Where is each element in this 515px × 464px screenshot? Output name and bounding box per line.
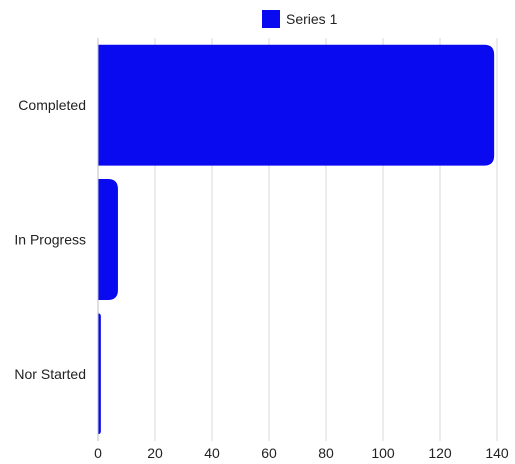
bar-nor-started — [98, 313, 101, 435]
x-tick-label-40: 40 — [204, 445, 220, 461]
bar-completed — [98, 44, 495, 166]
legend: Series 1 — [262, 10, 338, 28]
legend-swatch-series-1 — [262, 10, 280, 28]
x-tick-label-20: 20 — [147, 445, 163, 461]
x-tick-label-100: 100 — [371, 445, 395, 461]
x-tick-label-80: 80 — [318, 445, 334, 461]
x-tick-label-120: 120 — [428, 445, 452, 461]
axes: 0 20 40 60 80 100 120 140 Completed In Progress No… — [14, 38, 509, 461]
bars — [98, 44, 495, 435]
x-tick-label-140: 140 — [485, 445, 509, 461]
category-label-in-progress: In Progress — [14, 232, 86, 248]
legend-label-series-1: Series 1 — [286, 11, 338, 27]
x-tick-label-60: 60 — [261, 445, 277, 461]
x-tick-label-0: 0 — [94, 445, 102, 461]
bar-in-progress — [98, 179, 118, 300]
category-label-completed: Completed — [18, 97, 86, 113]
category-label-nor-started: Nor Started — [14, 366, 86, 382]
